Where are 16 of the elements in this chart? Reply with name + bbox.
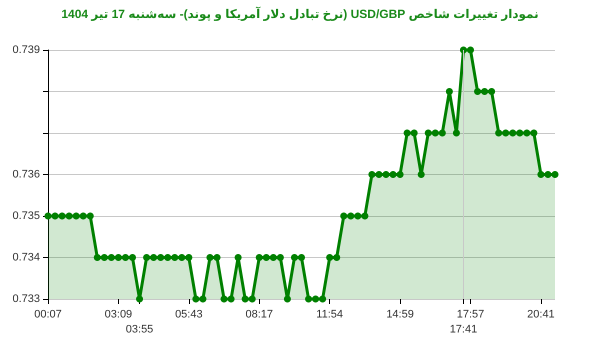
- x-tick-label: 08:17: [245, 308, 274, 320]
- x-tick-label: 03:09: [104, 308, 132, 320]
- y-tick-label: 0.739: [12, 44, 40, 56]
- x-tick-label: 14:59: [386, 308, 414, 320]
- y-tick-label: 0.736: [12, 168, 40, 180]
- y-tick-label: 0.734: [12, 252, 40, 264]
- x-tick-label: 17:57: [456, 308, 484, 320]
- y-tick-label: 0.735: [12, 210, 40, 222]
- y-tick-label: 0.733: [12, 293, 40, 305]
- x-tick-label: 00:07: [34, 308, 62, 320]
- x-tick-label: 20:41: [527, 308, 555, 320]
- x-tick-label: 05:43: [175, 308, 203, 320]
- x-tick-label: 11:54: [316, 308, 344, 320]
- x-tick-label: 17:41: [450, 324, 478, 336]
- chart-title: نمودار تغییرات شاخص USD/GBP (نرخ تبادل دلار آمریکا و پوند)- سه‌شنبه 17 تیر 1404: [60, 7, 540, 21]
- x-tick-label: 03:55: [126, 324, 154, 336]
